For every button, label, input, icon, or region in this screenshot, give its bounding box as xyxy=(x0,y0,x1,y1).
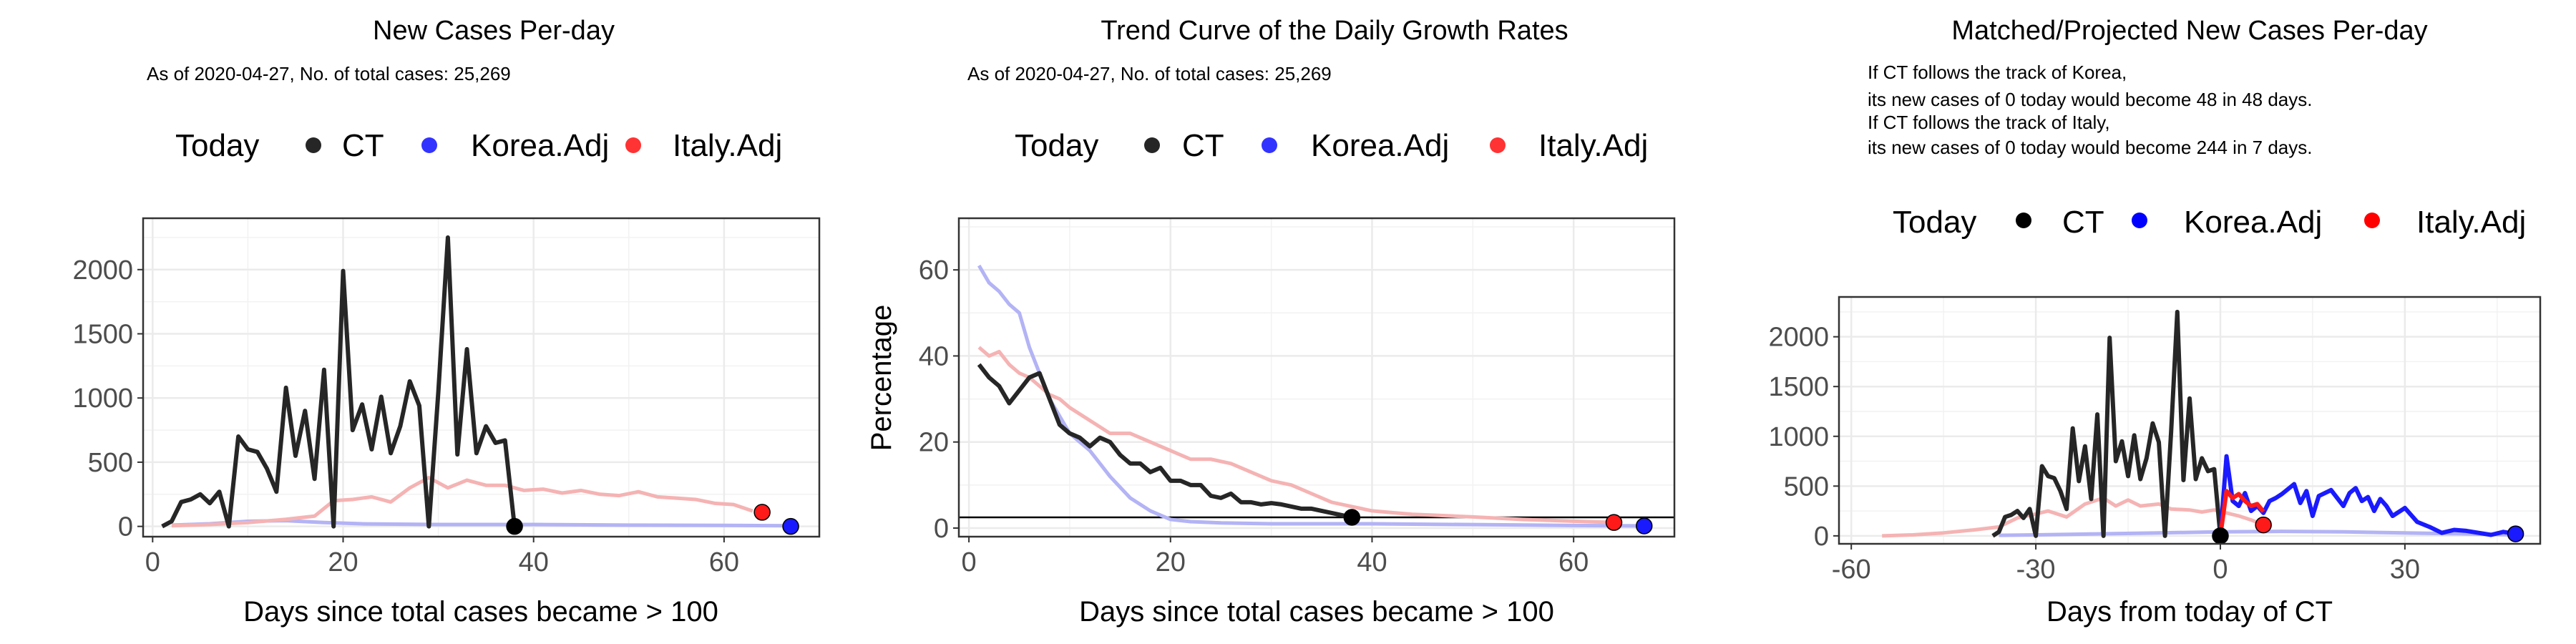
y-tick-label: 1500 xyxy=(1768,372,1829,402)
legend-italy-label: Italy.Adj xyxy=(673,128,782,163)
series-line-italy-adj xyxy=(2218,489,2265,537)
chart-title: Trend Curve of the Daily Growth Rates xyxy=(1101,16,1568,46)
legend: Today CT Korea.Adj Italy.Adj xyxy=(175,128,782,163)
chart-subtitle: As of 2020-04-27, No. of total cases: 25… xyxy=(967,63,1332,84)
x-tick-label: 40 xyxy=(519,547,549,577)
legend-ct-label: CT xyxy=(1182,128,1224,163)
legend-italy-marker xyxy=(2364,213,2380,228)
chart-svg-2: Trend Curve of the Daily Growth Rates As… xyxy=(866,16,1676,628)
x-tick-label: 60 xyxy=(709,547,739,577)
legend-italy-marker xyxy=(625,137,641,153)
chart-subtitle-line: If CT follows the track of Korea, xyxy=(1868,62,2127,83)
plot-border xyxy=(957,217,1676,538)
y-tick-label: 1500 xyxy=(72,319,133,349)
x-tick-label: 0 xyxy=(962,547,977,577)
y-tick-label: 500 xyxy=(1784,472,1829,502)
x-axis-title: Days since total cases became > 100 xyxy=(243,596,718,628)
legend-korea-label: Korea.Adj xyxy=(471,128,609,163)
chart-svg-3: Matched/Projected New Cases Per-day If C… xyxy=(1768,16,2542,628)
legend: Today CT Korea.Adj Italy.Adj xyxy=(1015,128,1648,163)
series-line-ct xyxy=(977,363,1352,519)
legend-korea-marker xyxy=(2132,213,2147,228)
y-tick-label: 40 xyxy=(919,341,949,371)
today-point-italy xyxy=(2255,516,2272,534)
legend-ct-marker xyxy=(306,137,321,153)
chart-panel-new-cases: New Cases Per-day As of 2020-04-27, No. … xyxy=(0,0,859,644)
series-line-ct xyxy=(161,235,517,529)
today-point-korea xyxy=(2507,525,2524,542)
legend-today-label: Today xyxy=(1893,205,1976,240)
y-tick-label: 60 xyxy=(919,255,949,286)
x-tick-label: -30 xyxy=(2016,555,2056,585)
legend-ct-label: CT xyxy=(342,128,384,163)
y-tick-label: 1000 xyxy=(72,384,133,414)
y-tick-label: 20 xyxy=(919,428,949,458)
legend-italy-label: Italy.Adj xyxy=(2416,205,2526,240)
chart-title: Matched/Projected New Cases Per-day xyxy=(1951,16,2427,46)
x-tick-label: 20 xyxy=(1156,547,1186,577)
x-tick-label: 0 xyxy=(2212,555,2228,585)
legend-korea-marker xyxy=(1262,137,1277,153)
y-tick-label: 1000 xyxy=(1768,422,1829,452)
x-tick-label: 30 xyxy=(2390,555,2420,585)
chart-title: New Cases Per-day xyxy=(373,16,615,46)
x-tick-label: 40 xyxy=(1357,547,1387,577)
today-point-korea xyxy=(782,517,799,535)
series-line-italy-adj xyxy=(977,346,1614,525)
today-point-ct xyxy=(1343,509,1361,526)
legend-ct-marker xyxy=(1144,137,1160,153)
legend-italy-label: Italy.Adj xyxy=(1538,128,1648,163)
series-line-korea-adj xyxy=(2218,454,2517,537)
chart-subtitle-line: If CT follows the track of Italy, xyxy=(1868,112,2110,133)
legend-italy-marker xyxy=(1490,137,1506,153)
today-point-italy xyxy=(753,504,771,521)
plot-background xyxy=(143,218,819,537)
today-point-ct xyxy=(2212,527,2229,545)
chart-subtitle-line: its new cases of 0 today would become 48… xyxy=(1868,89,2312,110)
legend-today-label: Today xyxy=(175,128,259,163)
x-tick-label: 20 xyxy=(328,547,358,577)
x-tick-label: 0 xyxy=(145,547,160,577)
y-tick-label: 0 xyxy=(1814,522,1829,552)
legend-korea-label: Korea.Adj xyxy=(2184,205,2322,240)
y-axis-title: Percentage xyxy=(866,305,897,452)
chart-panel-growth-rates: Trend Curve of the Daily Growth Rates As… xyxy=(859,0,1717,644)
legend-korea-marker xyxy=(421,137,437,153)
legend-today-label: Today xyxy=(1015,128,1098,163)
today-point-italy xyxy=(1605,514,1623,531)
series-line-italy-adj xyxy=(171,475,753,528)
y-tick-label: 2000 xyxy=(72,255,133,286)
y-tick-label: 0 xyxy=(118,512,133,542)
plot-background xyxy=(959,218,1674,537)
series-line-korea-adj xyxy=(1999,530,2516,537)
chart-svg-1: New Cases Per-day As of 2020-04-27, No. … xyxy=(72,16,821,628)
legend-ct-label: CT xyxy=(2062,205,2104,240)
series-line-ct xyxy=(1991,309,2223,538)
today-point-korea xyxy=(1635,517,1653,535)
legend-ct-marker xyxy=(2016,213,2031,228)
y-tick-label: 500 xyxy=(88,448,133,478)
y-tick-label: 0 xyxy=(934,514,949,544)
plot-border xyxy=(1838,296,2542,545)
x-tick-label: 60 xyxy=(1558,547,1589,577)
legend: Today CT Korea.Adj Italy.Adj xyxy=(1893,205,2526,240)
today-point-ct xyxy=(506,517,523,535)
x-tick-label: -60 xyxy=(1832,555,1871,585)
y-tick-label: 2000 xyxy=(1768,323,1829,353)
x-axis-title: Days since total cases became > 100 xyxy=(1079,596,1554,628)
chart-subtitle-line: its new cases of 0 today would become 24… xyxy=(1868,137,2312,158)
x-axis-title: Days from today of CT xyxy=(2046,596,2333,628)
plot-border xyxy=(142,217,821,538)
chart-panel-projected: Matched/Projected New Cases Per-day If C… xyxy=(1717,0,2576,644)
legend-korea-label: Korea.Adj xyxy=(1311,128,1449,163)
chart-subtitle: As of 2020-04-27, No. of total cases: 25… xyxy=(147,63,511,84)
